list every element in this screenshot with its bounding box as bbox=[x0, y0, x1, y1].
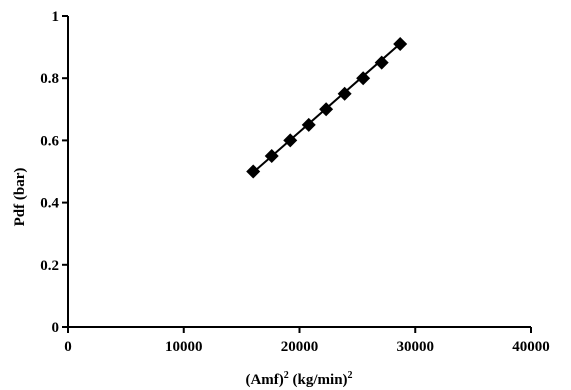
data-point-diamond bbox=[374, 55, 389, 70]
x-tick-label: 10000 bbox=[165, 339, 203, 355]
x-axis-title-unit-sup: 2 bbox=[348, 370, 353, 381]
data-points bbox=[246, 36, 408, 179]
y-tick-label: 0 bbox=[52, 320, 60, 336]
y-tick-label: 1 bbox=[52, 9, 60, 25]
x-tick-label: 30000 bbox=[397, 339, 435, 355]
x-tick-label: 20000 bbox=[281, 339, 319, 355]
y-tick-label: 0.2 bbox=[40, 258, 59, 274]
data-point-diamond bbox=[356, 71, 371, 86]
x-axis-title-base-sup: 2 bbox=[284, 370, 289, 381]
y-tick-label: 0.4 bbox=[40, 196, 59, 212]
x-axis-title-unit: (kg/min) bbox=[289, 372, 348, 388]
x-tick-label: 40000 bbox=[512, 339, 550, 355]
y-tick-label: 0.8 bbox=[40, 71, 59, 87]
y-tick-label: 0.6 bbox=[40, 133, 59, 149]
axis-labels: Pdf (bar) (Amf)2 (kg/min)2 bbox=[12, 168, 353, 388]
data-point-diamond bbox=[337, 86, 352, 101]
x-tick-label: 0 bbox=[64, 339, 72, 355]
data-point-diamond bbox=[246, 164, 261, 179]
data-point-diamond bbox=[301, 117, 316, 132]
x-axis-title: (Amf)2 (kg/min)2 bbox=[245, 370, 352, 388]
data-point-diamond bbox=[283, 133, 298, 148]
y-axis-title: Pdf (bar) bbox=[12, 168, 28, 227]
data-point-diamond bbox=[393, 36, 408, 51]
data-point-diamond bbox=[319, 102, 334, 117]
axes: 0 0.2 0.4 0.6 0.8 1 0 10000 20000 30000 40000 bbox=[40, 9, 550, 355]
x-axis-title-base: (Amf) bbox=[245, 372, 283, 388]
data-point-diamond bbox=[264, 148, 279, 163]
